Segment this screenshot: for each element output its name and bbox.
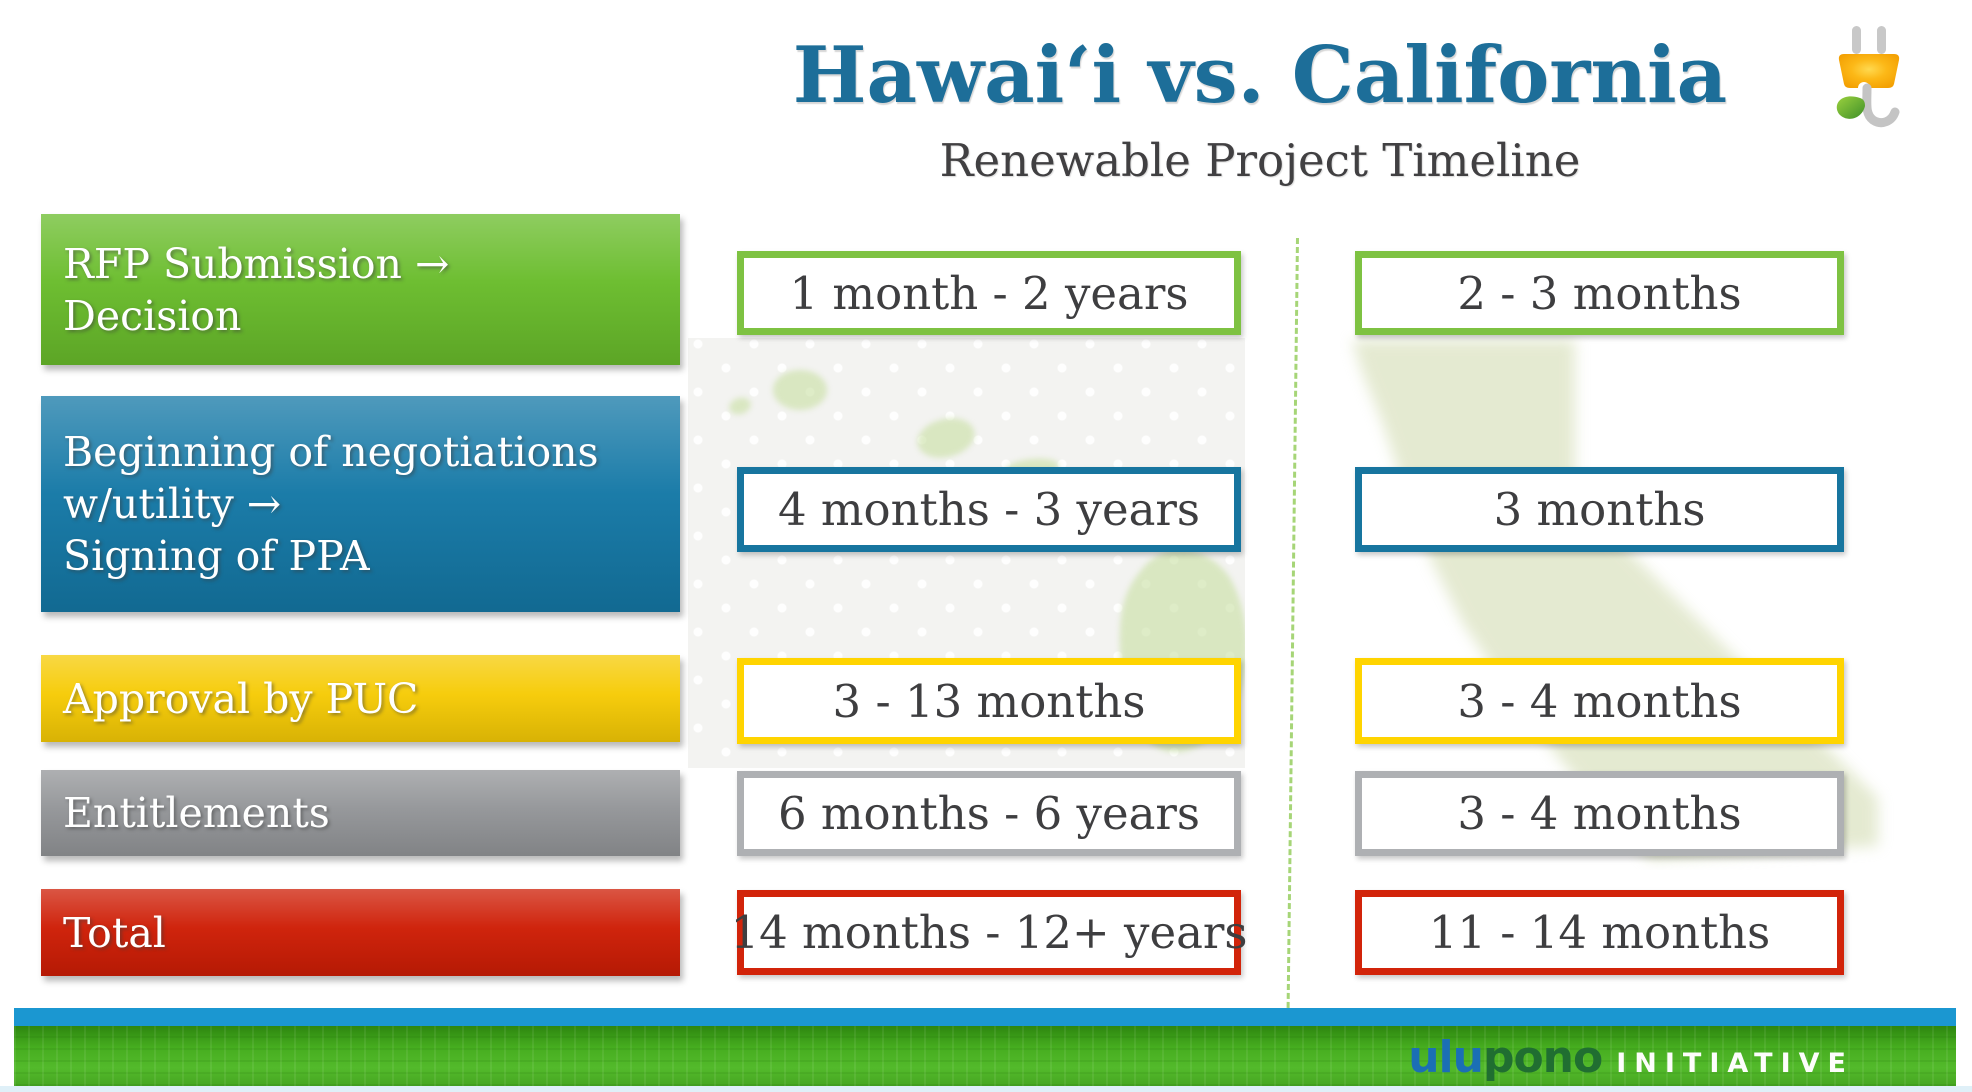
brand-initiative: INITIATIVE [1616,1048,1854,1079]
hawaii-value-puc: 3 - 13 months [737,658,1241,744]
stage-label-line: Signing of PPA [63,532,370,580]
footer-blue-stripe [14,1008,1956,1026]
green-energy-plug-icon [1834,24,1906,128]
stage-label-rfp-submission: RFP Submission → Decision [41,214,680,365]
column-divider-dashed-line [1286,237,1299,1008]
stage-label-line: Approval by PUC [63,674,419,723]
california-value-puc: 3 - 4 months [1355,658,1844,744]
page-title: Hawai‘i vs. California [792,30,1728,121]
hawaii-value-rfp: 1 month - 2 years [737,251,1241,335]
brand-pono: pono [1482,1032,1603,1083]
stage-label-entitlements: Entitlements [41,770,680,856]
stage-label-line: Total [63,908,166,957]
hawaii-value-negotiations: 4 months - 3 years [737,467,1241,552]
stage-label-puc-approval: Approval by PUC [41,655,680,742]
page-subtitle: Renewable Project Timeline [939,134,1581,187]
california-value-entitlements: 3 - 4 months [1355,771,1844,856]
brand-ulu: ulu [1408,1032,1484,1083]
hawaii-value-total: 14 months - 12+ years [730,890,1248,975]
footer-green-bar [14,1026,1956,1086]
stage-label-line: w/utility → [63,480,282,528]
stage-label-negotiations-ppa: Beginning of negotiations w/utility → Si… [41,396,680,612]
stage-label-line: Decision [63,291,242,340]
california-value-total: 11 - 14 months [1355,890,1844,975]
ulupono-initiative-wordmark: ulu pono INITIATIVE [1408,1032,1854,1083]
stage-label-total: Total [41,889,680,976]
hawaii-value-entitlements: 6 months - 6 years [737,771,1241,856]
california-value-negotiations: 3 months [1355,467,1844,552]
stage-label-line: RFP Submission → [63,239,450,288]
footer-bottom-strip [0,1086,1972,1092]
header: Hawai‘i vs. California Renewable Project… [640,0,1880,188]
california-value-rfp: 2 - 3 months [1355,251,1844,335]
stage-label-line: Entitlements [63,789,330,837]
stage-label-line: Beginning of negotiations [63,428,599,476]
